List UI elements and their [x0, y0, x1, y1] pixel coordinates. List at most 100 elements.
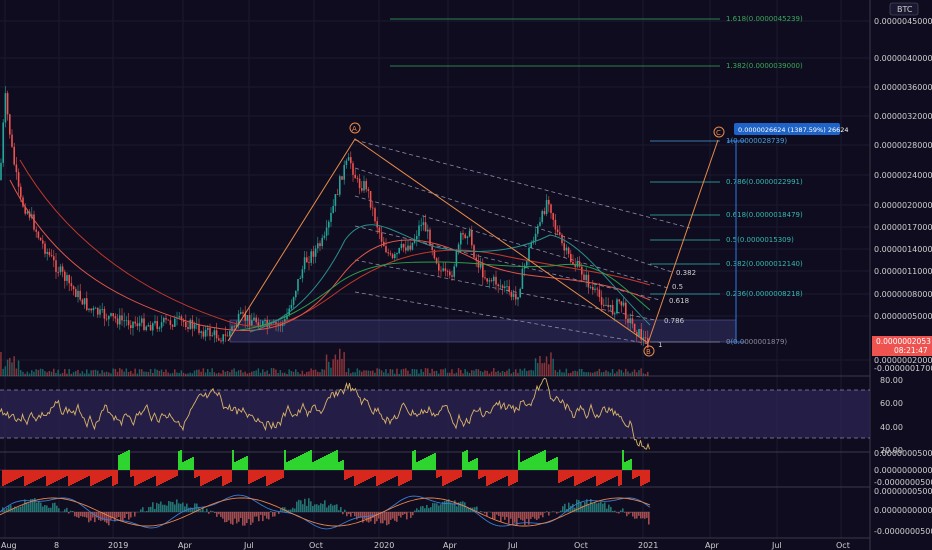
- candle-body: [418, 225, 420, 236]
- volume-bar: [416, 369, 418, 376]
- momentum-bar: [432, 454, 434, 470]
- macd-histogram-bar: [450, 502, 452, 512]
- wave-label-b: B: [646, 348, 651, 356]
- fib-level-label: 0.5(0.0000015309): [726, 236, 794, 244]
- volume-bar: [297, 372, 299, 376]
- macd-histogram-bar: [232, 512, 234, 525]
- momentum-bar: [556, 457, 558, 470]
- volume-bar: [457, 368, 460, 376]
- candle-body: [409, 245, 411, 250]
- candle-body: [319, 243, 321, 247]
- macd-histogram-bar: [338, 510, 340, 512]
- candle-body: [466, 236, 469, 238]
- volume-bar: [345, 372, 348, 376]
- momentum-bar: [586, 470, 588, 480]
- momentum-bar: [342, 460, 344, 470]
- volume-bar: [438, 373, 440, 376]
- momentum-bar: [184, 461, 186, 470]
- candle-body: [376, 221, 378, 228]
- fib-extension[interactable]: 1.618(0.0000045239) 1.382(0.0000039000) 1(…: [390, 15, 803, 346]
- volume-bar: [451, 369, 453, 376]
- macd-histogram-bar: [442, 501, 444, 512]
- volume-bar: [605, 370, 607, 376]
- momentum-bar: [288, 461, 290, 470]
- momentum-bar: [408, 470, 410, 481]
- momentum-bar: [132, 470, 134, 476]
- candle-body: [17, 172, 20, 187]
- momentum-bar: [426, 457, 428, 470]
- macd-histogram-bar: [8, 505, 10, 512]
- momentum-bar: [8, 470, 10, 483]
- descending-channel[interactable]: [354, 139, 691, 345]
- candle-body: [446, 271, 449, 272]
- volume-bar: [365, 370, 367, 376]
- abc-pattern[interactable]: [227, 138, 719, 344]
- candle-body: [292, 297, 295, 305]
- macd-histogram-bar: [84, 512, 86, 517]
- candle-body: [517, 297, 519, 300]
- momentum-bar: [308, 451, 310, 470]
- macd-histogram-bar: [438, 505, 440, 512]
- momentum-bar: [292, 459, 294, 470]
- momentum-bar: [440, 470, 442, 476]
- support-zone-box[interactable]: [229, 319, 737, 343]
- candlestick-series[interactable]: [0, 86, 649, 349]
- macd-histogram-bar: [314, 504, 316, 512]
- macd-histogram-bar: [308, 498, 310, 512]
- candle-body: [86, 298, 88, 310]
- volume-bar: [339, 348, 341, 376]
- macd-histogram-bar: [378, 512, 380, 519]
- candle-body: [510, 292, 513, 297]
- volume-bar: [446, 372, 449, 376]
- candle-body: [189, 319, 191, 329]
- macd-histogram-bar: [532, 512, 534, 517]
- momentum-bar: [218, 470, 220, 477]
- macd-histogram-bar: [604, 502, 606, 512]
- volume-bar: [429, 372, 431, 376]
- candle-body: [70, 283, 73, 287]
- momentum-bar: [64, 470, 66, 477]
- price-range-measure[interactable]: 0.0000026624 (1387.59%) 26624: [727, 123, 849, 343]
- volume-bar: [413, 369, 416, 376]
- macd-histogram-bar: [264, 512, 266, 516]
- volume-bar: [262, 369, 264, 376]
- volume-bar: [306, 371, 308, 376]
- candle-body: [220, 340, 222, 342]
- momentum-bar: [418, 461, 420, 470]
- momentum-bar: [336, 450, 338, 470]
- momentum-bar: [122, 453, 124, 470]
- momentum-bar: [532, 456, 534, 470]
- volume-bar: [552, 358, 554, 376]
- momentum-bar: [378, 470, 380, 485]
- macd-histogram-bar: [506, 512, 508, 518]
- macd-axis-label: -0.0000000500: [874, 527, 932, 536]
- volume-bar: [88, 373, 90, 376]
- macd-histogram-bar: [648, 512, 650, 525]
- macd-histogram-bar: [242, 512, 244, 526]
- volume-bar: [383, 372, 385, 376]
- candle-body: [398, 248, 400, 254]
- fib-level-label: 1(0.0000028739): [726, 137, 787, 145]
- macd-histogram-bar: [626, 512, 628, 517]
- macd-histogram-bar: [492, 512, 494, 520]
- macd-histogram-bar: [296, 501, 298, 512]
- momentum-bar: [206, 470, 208, 483]
- volume-bar: [431, 368, 433, 376]
- macd-histogram-bar: [602, 503, 604, 512]
- candle-body: [284, 319, 286, 323]
- volume-bar: [356, 368, 359, 376]
- momentum-bar: [544, 450, 546, 470]
- momentum-bar: [10, 470, 12, 482]
- momentum-bar: [496, 470, 498, 481]
- momentum-bar: [236, 461, 238, 470]
- candle-body: [171, 324, 174, 327]
- rsi-axis-label: 80.00: [880, 376, 903, 385]
- volume-bar: [70, 373, 73, 376]
- candle-body: [187, 327, 189, 329]
- candle-body: [28, 211, 31, 218]
- macd-histogram-bar: [88, 512, 90, 523]
- macd-histogram-bar: [210, 510, 212, 512]
- volume-bar: [636, 372, 638, 376]
- price-axis-label: -0.0000001700: [874, 364, 932, 373]
